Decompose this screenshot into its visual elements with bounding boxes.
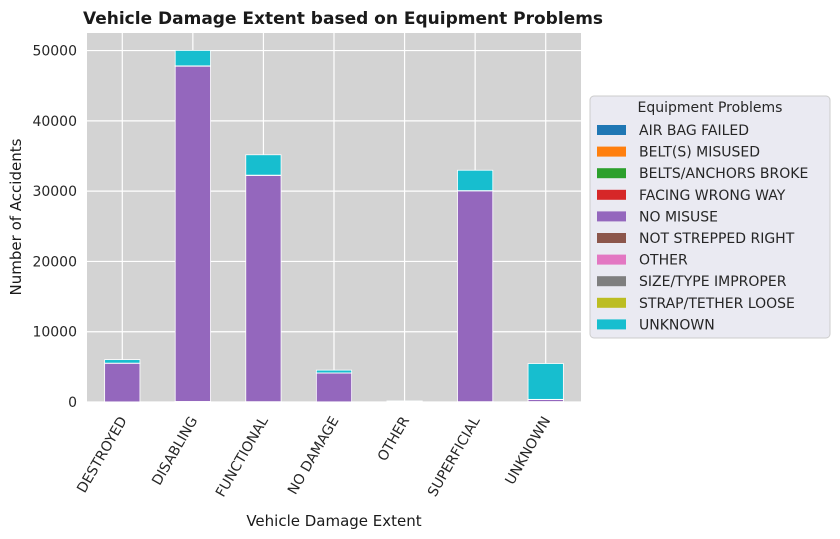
bar-segment <box>315 372 353 403</box>
x-tick-label: DESTROYED <box>74 414 130 496</box>
legend-entry: UNKNOWN <box>639 317 715 333</box>
x-tick-label: FUNCTIONAL <box>213 414 272 500</box>
x-tick-label: OTHER <box>375 414 413 464</box>
x-axis-ticks: DESTROYED DISABLING FUNCTIONAL NO DAMAGE OTH… <box>74 414 554 500</box>
legend-swatch <box>597 254 626 265</box>
chart-title: Vehicle Damage Extent based on Equipment… <box>83 9 603 29</box>
y-tick-label: 10000 <box>32 325 77 341</box>
bar-segment <box>174 65 211 402</box>
x-tick-label: SUPERFICIAL <box>425 414 484 500</box>
legend-swatch <box>597 125 626 135</box>
bar-segment <box>104 359 141 364</box>
x-tick-label: DISABLING <box>149 414 201 488</box>
legend-swatch <box>597 276 626 287</box>
bar-segment <box>457 190 494 403</box>
bar-segment <box>104 362 141 403</box>
legend-entry: BELTS/ANCHORS BROKE <box>639 166 808 182</box>
bar-segment <box>527 363 564 400</box>
bar-segment <box>174 49 211 67</box>
y-tick-label: 0 <box>68 395 77 411</box>
y-tick-label: 20000 <box>32 254 77 270</box>
legend: Equipment Problems AIR BAG FAILED BELT(S)… <box>589 95 831 339</box>
legend-swatch <box>597 168 626 179</box>
x-tick-label: NO DAMAGE <box>285 414 342 497</box>
y-tick-label: 30000 <box>32 184 77 200</box>
bar-segment <box>245 174 282 403</box>
x-tick-label: UNKNOWN <box>502 414 554 488</box>
legend-box <box>589 95 831 339</box>
bar-segment <box>457 169 494 192</box>
bar-segment <box>245 154 282 176</box>
legend-entry: BELT(S) MISUSED <box>639 145 760 161</box>
legend-entry: STRAP/TETHER LOOSE <box>639 296 795 312</box>
legend-swatch <box>597 211 626 222</box>
legend-entry: NO MISUSE <box>639 209 718 225</box>
legend-swatch <box>597 297 626 308</box>
y-tick-label: 40000 <box>32 114 77 130</box>
legend-entry: NOT STREPPED RIGHT <box>639 231 795 247</box>
y-axis-ticks: 0 10000 20000 30000 40000 50000 <box>32 44 77 411</box>
legend-entry: AIR BAG FAILED <box>639 123 749 139</box>
legend-swatch <box>597 319 626 330</box>
legend-entry: SIZE/TYPE IMPROPER <box>639 274 787 290</box>
legend-swatch <box>597 189 626 200</box>
y-tick-label: 50000 <box>32 44 77 60</box>
bar-segment <box>315 369 353 374</box>
legend-swatch <box>597 146 626 157</box>
bars <box>104 49 564 403</box>
y-axis-label: Number of Accidents <box>7 138 25 295</box>
x-axis-label: Vehicle Damage Extent <box>246 512 421 530</box>
legend-entry: FACING WRONG WAY <box>639 188 786 204</box>
legend-swatch <box>597 233 626 243</box>
legend-items: AIR BAG FAILED BELT(S) MISUSED BELTS/ANCHO… <box>597 123 808 333</box>
legend-title: Equipment Problems <box>638 100 783 116</box>
legend-entry: OTHER <box>639 253 688 269</box>
